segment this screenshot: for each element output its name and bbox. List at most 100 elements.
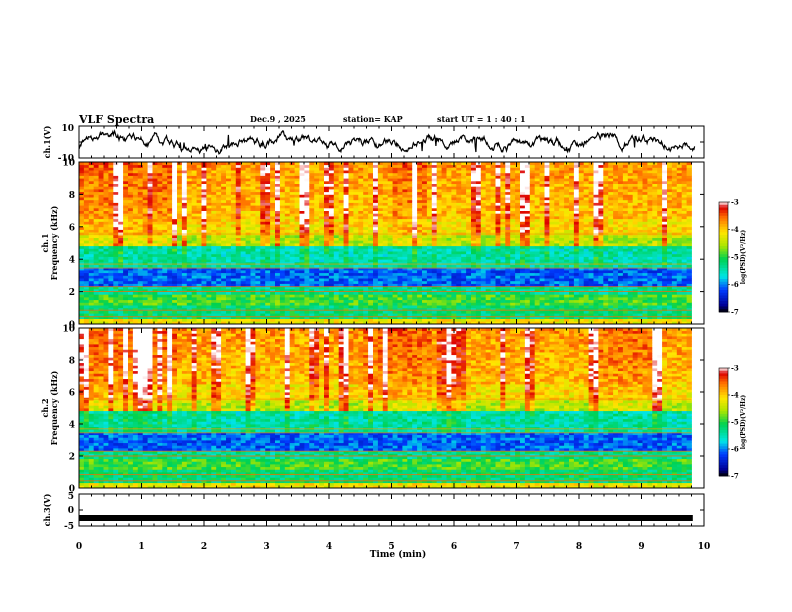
- spectrogram-cell: [407, 245, 413, 249]
- spectrogram-cell: [363, 307, 369, 311]
- spectrogram-cell: [284, 172, 291, 176]
- spectrogram-cell: [88, 189, 95, 193]
- spectrogram-cell: [471, 229, 477, 233]
- spectrogram-cell: [368, 234, 374, 238]
- spectrogram-cell: [128, 251, 134, 255]
- spectrogram-cell: [206, 267, 212, 271]
- spectrogram-cell: [304, 172, 310, 176]
- spectrogram-cell: [132, 294, 139, 298]
- figure-title: VLF Spectra: [78, 113, 154, 126]
- spectrogram-cell: [314, 199, 320, 203]
- spectrogram-cell: [211, 224, 217, 228]
- spectrogram-cell: [186, 283, 193, 287]
- spectrogram-cell: [368, 226, 374, 230]
- spectrogram-cell: [128, 280, 134, 284]
- spectrogram-cell: [128, 237, 134, 241]
- spectrogram-cell: [172, 183, 178, 187]
- spectrogram-cell: [265, 218, 271, 222]
- spectrogram-cell: [250, 243, 256, 247]
- spectrogram-cell: [265, 291, 271, 295]
- spectrogram-cell: [128, 221, 134, 225]
- spectrogram-cell: [123, 240, 129, 244]
- spectrogram-cell: [79, 218, 85, 222]
- spectrogram-cell: [314, 318, 320, 322]
- spectrogram-cell: [446, 175, 452, 179]
- spectrogram-cell: [348, 307, 354, 311]
- spectrogram-cell: [456, 167, 462, 171]
- spectrogram-cell: [142, 267, 148, 271]
- spectrogram-cell: [98, 291, 104, 295]
- spectrogram-cell: [240, 197, 246, 201]
- spectrogram-cell: [221, 180, 227, 184]
- spectrogram-cell: [240, 286, 246, 290]
- spectrogram-cell: [279, 264, 286, 268]
- spectrogram-cell: [363, 210, 369, 214]
- spectrogram-cell: [162, 216, 168, 220]
- spectrogram-cell: [319, 286, 325, 290]
- spectrogram-cell: [279, 221, 286, 225]
- spectrogram-cell: [314, 299, 320, 303]
- spectrogram-cell: [235, 259, 242, 263]
- spectrogram-cell: [451, 245, 457, 249]
- spectrogram-cell: [103, 297, 109, 301]
- spectrogram-cell: [186, 272, 193, 276]
- spectrogram-cell: [319, 170, 325, 174]
- spectrogram-cell: [177, 210, 183, 214]
- spectrogram-cell: [191, 280, 197, 284]
- spectrogram-cell: [324, 183, 330, 187]
- spectrogram-cell: [324, 259, 330, 263]
- spectrogram-cell: [353, 172, 359, 176]
- spectrogram-cell: [196, 264, 202, 268]
- spectrogram-cell: [412, 253, 418, 257]
- spectrogram-cell: [275, 210, 281, 214]
- spectrogram-cell: [221, 162, 227, 166]
- spectrogram-cell: [88, 197, 95, 201]
- spectrogram-cell: [377, 264, 384, 268]
- spectrogram-cell: [456, 275, 462, 279]
- spectrogram-cell: [466, 183, 472, 187]
- spectrogram-cell: [284, 186, 291, 190]
- spectrogram-cell: [270, 191, 276, 195]
- spectrogram-cell: [177, 194, 183, 198]
- spectrogram-cell: [270, 240, 276, 244]
- spectrogram-cell: [265, 216, 271, 220]
- spectrogram-cell: [270, 194, 276, 198]
- spectrogram-cell: [177, 202, 183, 206]
- spectrogram-cell: [118, 194, 124, 198]
- spectrogram-cell: [152, 307, 158, 311]
- spectrogram-cell: [98, 299, 104, 303]
- spectrogram-cell: [368, 197, 374, 201]
- spectrogram-cell: [422, 164, 428, 168]
- spectrogram-cell: [206, 191, 212, 195]
- spectrogram-cell: [304, 207, 310, 211]
- spectrogram-cell: [250, 261, 256, 265]
- spectrogram-cell: [191, 191, 197, 195]
- spectrogram-cell: [289, 272, 295, 276]
- spectrogram-cell: [475, 310, 482, 314]
- spectrogram-cell: [407, 221, 413, 225]
- spectrogram-cell: [441, 267, 447, 271]
- spectrogram-cell: [309, 199, 315, 203]
- spectrogram-cell: [441, 213, 447, 217]
- spectrogram-cell: [137, 291, 144, 295]
- spectrogram-cell: [270, 202, 276, 206]
- spectrogram-cell: [201, 278, 207, 282]
- spectrogram-cell: [186, 178, 193, 182]
- spectrogram-cell: [142, 237, 148, 241]
- spectrogram-cell: [118, 264, 124, 268]
- spectrogram-cell: [88, 191, 95, 195]
- spectrogram-cell: [392, 229, 398, 233]
- spectrogram-cell: [387, 299, 393, 303]
- spectrogram-cell: [265, 251, 271, 255]
- spectrogram-cell: [98, 245, 104, 249]
- spectrogram-cell: [451, 307, 457, 311]
- spectrogram-cell: [387, 245, 393, 249]
- spectrogram-cell: [412, 197, 418, 201]
- spectrogram-cell: [265, 321, 271, 325]
- spectrogram-cell: [299, 213, 305, 217]
- spectrogram-cell: [343, 210, 349, 214]
- spectrogram-cell: [162, 315, 168, 319]
- spectrogram-cell: [196, 280, 202, 284]
- spectrogram-cell: [172, 245, 178, 249]
- spectrogram-cell: [328, 261, 335, 265]
